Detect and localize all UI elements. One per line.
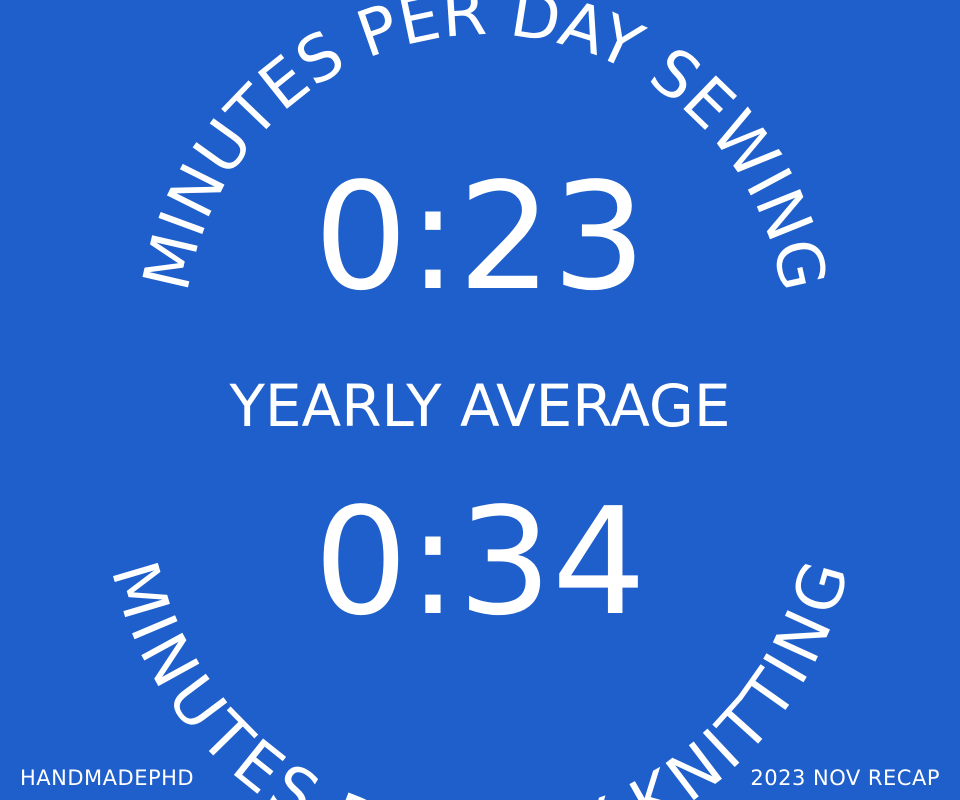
brand-label: HANDMADEPHD: [20, 766, 194, 790]
knitting-minutes-value: 0:34: [314, 476, 646, 648]
yearly-average-label: YEARLY AVERAGE: [228, 372, 730, 440]
recap-label: 2023 NOV RECAP: [750, 766, 940, 790]
sewing-minutes-value: 0:23: [314, 151, 646, 323]
